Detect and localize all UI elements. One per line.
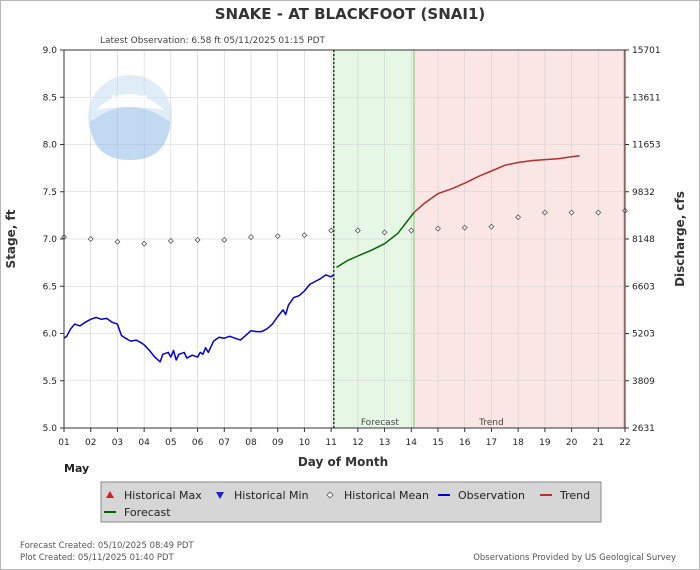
x-tick-label: 13 [379, 438, 390, 448]
forecast-line [336, 212, 415, 269]
chart-title: SNAKE - AT BLACKFOOT (SNAI1) [215, 5, 486, 23]
legend-item-historical-min: Historical Min [216, 489, 309, 502]
legend: Historical Max Historical Min Historical M… [100, 481, 602, 523]
forecast-region-label: Forecast [361, 418, 400, 428]
y-tick-label: 7.0 [43, 235, 58, 245]
x-tick-label: 05 [165, 438, 176, 448]
noaa-logo-icon: NOAA [88, 75, 172, 160]
forecast-created: Forecast Created: 05/10/2025 08:49 PDT [20, 541, 194, 551]
legend-label: Forecast [124, 506, 171, 519]
historical-mean-point [488, 223, 495, 230]
x-tick-label: 12 [352, 438, 363, 448]
historical-mean-point [274, 233, 281, 240]
trend-line [413, 155, 580, 214]
legend-label: Observation [458, 489, 525, 502]
legend-label: Historical Min [234, 489, 309, 502]
legend-item-historical-mean: Historical Mean [326, 489, 429, 502]
x-axis-ticks: 01 02 03 04 05 06 07 08 09 10 11 12 13 14 15 16 17 18 19 20… [58, 428, 631, 448]
noaa-logo-text: NOAA [111, 93, 150, 107]
x-tick-label: 09 [272, 438, 284, 448]
y-tick-label: 7.5 [43, 188, 57, 198]
x-tick-label: 04 [138, 438, 150, 448]
y-right-tick-label: 8148 [632, 235, 655, 245]
historical-mean-point [515, 214, 522, 221]
historical-mean-point [595, 209, 602, 216]
legend-item-trend: Trend [540, 489, 590, 502]
x-tick-label: 01 [58, 438, 69, 448]
x-tick-label: 06 [192, 438, 204, 448]
historical-mean-point [381, 229, 388, 236]
x-tick-label: 03 [112, 438, 123, 448]
x-tick-label: 08 [245, 438, 257, 448]
y-tick-label: 5.5 [43, 377, 57, 387]
x-tick-label: 19 [539, 438, 551, 448]
historical-mean-point [301, 232, 308, 239]
legend-item-forecast: Forecast [104, 506, 171, 519]
y-axis-right-ticks: 2631 3809 5203 6603 8148 9832 11653 13611 15701 [625, 46, 661, 434]
diamond-icon [326, 491, 334, 499]
legend-label: Historical Mean [344, 489, 429, 502]
y-axis-left-ticks: 5.0 5.5 6.0 6.5 7.0 7.5 8.0 8.5 9.0 [43, 46, 64, 434]
y-right-tick-label: 2631 [632, 424, 655, 434]
historical-mean-point [221, 236, 228, 243]
y-right-tick-label: 15701 [632, 46, 661, 56]
y-tick-label: 9.0 [43, 46, 58, 56]
historical-mean-point [194, 236, 201, 243]
triangle-down-icon [216, 492, 224, 499]
x-tick-label: 07 [219, 438, 230, 448]
historical-mean-point [248, 234, 254, 241]
observation-line [63, 274, 335, 363]
y-tick-label: 5.0 [43, 424, 58, 434]
legend-item-observation: Observation [438, 489, 525, 502]
y-tick-label: 8.0 [43, 141, 58, 151]
x-tick-label: 15 [432, 438, 443, 448]
y-right-tick-label: 5203 [632, 330, 655, 340]
historical-mean-point [87, 236, 94, 242]
historical-mean-point [435, 225, 441, 232]
y-tick-label: 6.5 [43, 282, 57, 292]
historical-mean-point [141, 240, 148, 247]
latest-observation: Latest Observation: 6.58 ft 05/11/2025 0… [100, 36, 326, 46]
historical-mean-point [354, 227, 361, 234]
y-right-tick-label: 6603 [632, 282, 655, 292]
historical-mean-point [114, 238, 121, 245]
y-right-tick-label: 13611 [632, 93, 661, 103]
historical-mean-point [167, 237, 174, 244]
plot-series [61, 50, 628, 428]
x-tick-label: 20 [566, 438, 578, 448]
x-tick-label: 17 [486, 438, 497, 448]
legend-label: Trend [559, 489, 590, 502]
x-tick-label: 22 [619, 438, 630, 448]
legend-item-historical-max: Historical Max [106, 489, 202, 502]
historical-mean-point [568, 209, 575, 216]
x-axis-label: Day of Month [298, 455, 388, 469]
x-tick-label: 14 [406, 438, 418, 448]
y-axis-right-label: Discharge, cfs [673, 191, 687, 287]
x-tick-label: 10 [299, 438, 311, 448]
plot-created: Plot Created: 05/11/2025 01:40 PDT [20, 553, 174, 563]
triangle-up-icon [106, 491, 114, 498]
x-tick-label: 21 [593, 438, 604, 448]
y-tick-label: 8.5 [43, 93, 57, 103]
y-axis-left-label: Stage, ft [4, 209, 18, 268]
historical-mean-point [461, 224, 468, 231]
y-tick-label: 6.0 [43, 330, 58, 340]
y-right-tick-label: 3809 [632, 377, 655, 387]
month-label: May [64, 462, 89, 475]
historical-mean-point [328, 227, 335, 234]
data-credit: Observations Provided by US Geological S… [473, 553, 676, 563]
historical-mean-point [541, 209, 548, 216]
trend-region-label: Trend [478, 418, 504, 428]
x-tick-label: 18 [512, 438, 524, 448]
y-right-tick-label: 11653 [632, 141, 661, 151]
x-tick-label: 11 [325, 438, 336, 448]
y-right-tick-label: 9832 [632, 188, 655, 198]
x-tick-label: 16 [459, 438, 471, 448]
legend-label: Historical Max [124, 489, 202, 502]
x-tick-label: 02 [85, 438, 96, 448]
historical-mean-point [408, 227, 415, 234]
